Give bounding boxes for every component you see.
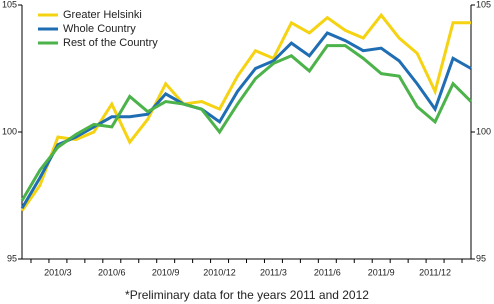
legend: Greater Helsinki Whole Country Rest of the… [38,9,158,49]
x-tick-label: 2011/6 [314,267,341,277]
y-tick-label: 105 [2,0,17,9]
y2-tick-label: 95 [476,253,486,263]
x-tick-label: 2011/12 [419,267,451,277]
x-tick-label: 2010/9 [152,267,180,277]
series-line [20,44,473,202]
series-line [20,31,472,209]
x-tick-label: 2010/12 [203,267,236,277]
x-tick-label: 2010/6 [98,267,126,277]
y2-tick-label: 105 [476,0,491,9]
y-tick-label: 100 [2,126,17,136]
x-tick-label: 2011/3 [260,267,287,277]
footnote: *Preliminary data for the years 2011 and… [125,288,369,302]
y2-tick-label: 100 [476,126,491,136]
series-line [20,12,471,212]
x-tick-label: 2010/3 [44,267,72,277]
y-tick-label: 95 [7,253,17,263]
legend-label: Rest of the Country [63,37,158,49]
x-tick-label: 2011/9 [368,267,395,277]
legend-label: Greater Helsinki [63,9,142,21]
legend-label: Whole Country [63,23,136,35]
